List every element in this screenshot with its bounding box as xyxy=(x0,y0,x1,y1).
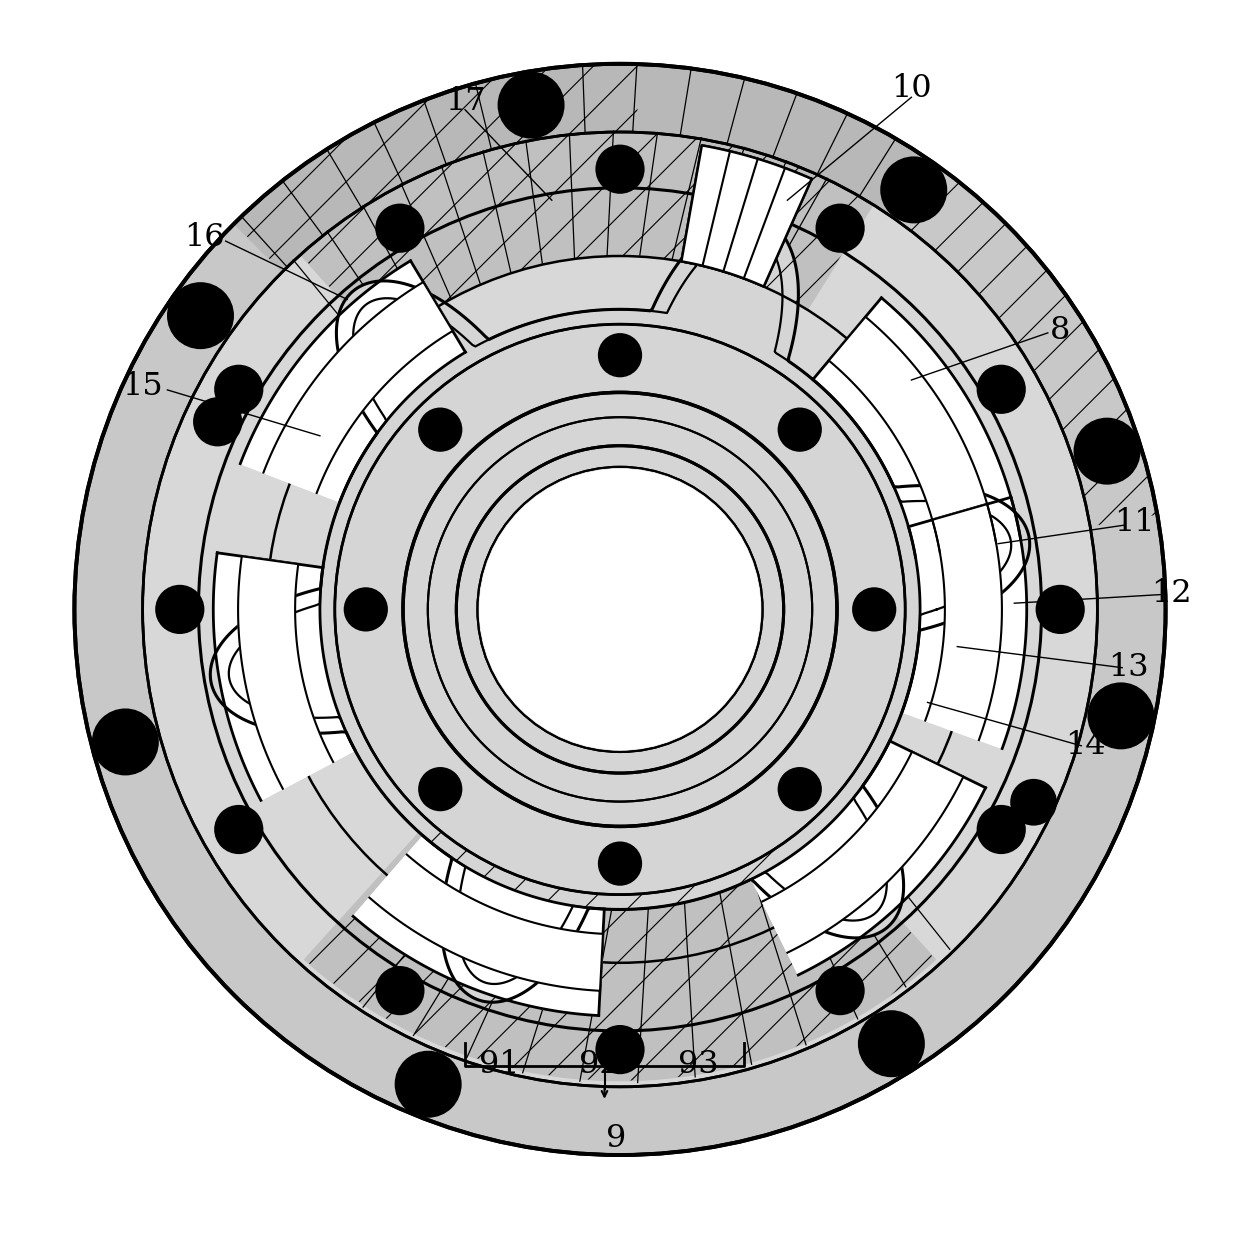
Circle shape xyxy=(1089,683,1153,749)
Circle shape xyxy=(894,170,934,210)
Polygon shape xyxy=(353,836,604,1016)
Text: 12: 12 xyxy=(1152,578,1192,609)
Text: 11: 11 xyxy=(1115,507,1154,538)
Circle shape xyxy=(1087,431,1127,471)
Polygon shape xyxy=(241,261,465,502)
Circle shape xyxy=(408,1064,448,1104)
Circle shape xyxy=(205,408,232,436)
Circle shape xyxy=(419,769,461,810)
Polygon shape xyxy=(263,283,453,492)
Circle shape xyxy=(377,205,424,251)
Circle shape xyxy=(599,843,641,884)
Circle shape xyxy=(779,769,821,810)
Circle shape xyxy=(498,73,563,137)
Text: 93: 93 xyxy=(678,1049,718,1080)
Text: 8: 8 xyxy=(1050,315,1070,345)
Circle shape xyxy=(859,1011,924,1076)
Circle shape xyxy=(169,284,233,348)
Circle shape xyxy=(181,296,221,335)
Polygon shape xyxy=(370,854,603,991)
Polygon shape xyxy=(300,132,873,347)
Circle shape xyxy=(1012,780,1056,825)
Circle shape xyxy=(853,588,895,631)
Polygon shape xyxy=(828,317,996,553)
Polygon shape xyxy=(681,146,812,286)
Polygon shape xyxy=(305,821,935,1080)
Polygon shape xyxy=(901,497,1027,749)
Circle shape xyxy=(872,1024,911,1064)
Circle shape xyxy=(596,146,644,192)
Circle shape xyxy=(738,203,760,226)
Circle shape xyxy=(977,806,1024,853)
Circle shape xyxy=(596,1026,644,1073)
Circle shape xyxy=(396,1053,460,1117)
Polygon shape xyxy=(681,146,812,286)
Circle shape xyxy=(195,398,242,446)
Text: 92: 92 xyxy=(579,1049,619,1080)
Text: 17: 17 xyxy=(445,85,485,117)
Text: 10: 10 xyxy=(892,73,931,104)
Polygon shape xyxy=(238,556,334,789)
Circle shape xyxy=(345,588,387,631)
Circle shape xyxy=(1022,790,1047,815)
Text: 13: 13 xyxy=(1109,652,1148,683)
Circle shape xyxy=(816,205,863,251)
Text: 91: 91 xyxy=(480,1049,520,1080)
Circle shape xyxy=(1101,696,1141,736)
Circle shape xyxy=(376,967,423,1014)
Polygon shape xyxy=(813,298,1021,558)
Text: 9: 9 xyxy=(606,1123,626,1154)
Polygon shape xyxy=(234,64,932,271)
Circle shape xyxy=(599,334,641,377)
Polygon shape xyxy=(74,64,1166,1156)
Circle shape xyxy=(882,158,946,222)
Circle shape xyxy=(1075,420,1140,484)
Circle shape xyxy=(480,470,760,750)
Circle shape xyxy=(216,365,263,413)
Circle shape xyxy=(93,710,157,774)
Polygon shape xyxy=(925,504,1002,740)
Circle shape xyxy=(419,408,461,451)
Circle shape xyxy=(511,85,551,124)
Circle shape xyxy=(779,408,821,451)
Polygon shape xyxy=(751,741,986,975)
Circle shape xyxy=(105,722,145,762)
Circle shape xyxy=(1037,585,1084,633)
Text: 16: 16 xyxy=(185,222,224,252)
Polygon shape xyxy=(213,553,355,800)
Circle shape xyxy=(816,967,863,1014)
Polygon shape xyxy=(763,752,963,952)
Text: 14: 14 xyxy=(1065,730,1105,761)
Circle shape xyxy=(156,585,203,633)
Circle shape xyxy=(216,806,263,853)
Polygon shape xyxy=(143,132,1097,1086)
Polygon shape xyxy=(477,467,763,752)
Polygon shape xyxy=(211,216,1029,1002)
Polygon shape xyxy=(403,392,837,826)
Circle shape xyxy=(729,195,769,234)
Circle shape xyxy=(977,365,1024,413)
Text: 15: 15 xyxy=(123,371,162,402)
